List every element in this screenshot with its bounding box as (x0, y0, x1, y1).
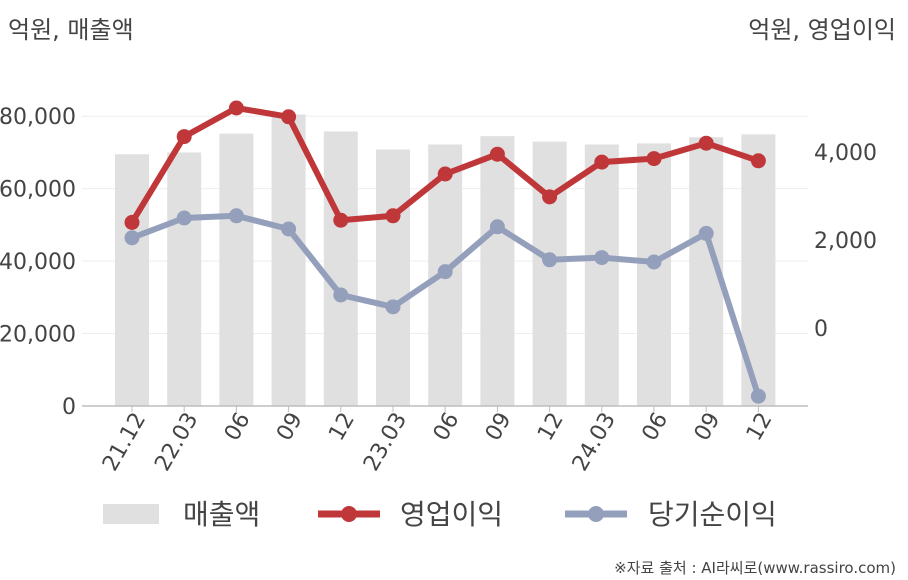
x-tick-label: 09 (272, 409, 308, 446)
left-tick-label: 40,000 (0, 250, 76, 275)
x-tick-label: 23.03 (359, 409, 412, 476)
net-income-point (698, 225, 714, 241)
x-tick-label: 06 (638, 409, 674, 446)
right-tick-label: 0 (814, 317, 828, 342)
right-axis-ticks: 0 2,000 4,000 (814, 141, 877, 342)
net-income-point (437, 264, 453, 280)
legend-marker-net-income (588, 506, 604, 522)
revenue-bar (323, 131, 358, 407)
net-income-point (124, 230, 140, 246)
left-axis-ticks: 0 20,000 40,000 60,000 80,000 (0, 105, 76, 420)
x-tick-label: 12 (324, 409, 360, 446)
operating-profit-point (124, 214, 140, 230)
x-tick-label: 09 (481, 409, 517, 446)
operating-profit-point (750, 153, 766, 169)
net-income-point (542, 252, 558, 268)
operating-profit-point (646, 151, 662, 167)
revenue-bar (584, 144, 619, 406)
net-income-point (333, 287, 349, 303)
revenue-bars (115, 114, 776, 407)
legend-label-operating-profit: 영업이익 (400, 498, 503, 531)
legend-label-revenue: 매출액 (183, 498, 260, 531)
operating-profit-point (489, 146, 505, 162)
operating-profit-point (698, 135, 714, 151)
operating-profit-point (228, 100, 244, 116)
x-axis-ticks: 21.12 22.03 06 09 12 23.03 06 09 12 24.03 06 09 12 (98, 406, 778, 476)
x-tick-label: 22.03 (150, 409, 203, 476)
profit-lines (124, 100, 766, 404)
operating-profit-point (281, 109, 297, 125)
left-tick-label: 60,000 (0, 178, 76, 203)
source-note: ※자료 출처 : AI라씨로(www.rassiro.com) (614, 559, 896, 577)
legend-label-net-income: 당기순이익 (648, 498, 777, 531)
x-tick-label: 21.12 (98, 409, 151, 476)
right-tick-label: 4,000 (814, 141, 877, 166)
revenue-bar (219, 133, 254, 406)
operating-profit-point (333, 212, 349, 228)
legend-marker-operating-profit (341, 506, 357, 522)
revenue-bar (376, 149, 410, 406)
x-tick-label: 06 (220, 409, 256, 446)
right-axis-unit-label: 억원, 영업이익 (748, 16, 896, 44)
left-tick-label: 80,000 (0, 105, 76, 130)
operating-profit-point (176, 129, 192, 145)
x-tick-label: 12 (742, 409, 778, 446)
left-tick-label: 0 (62, 395, 76, 420)
net-income-point (750, 388, 766, 404)
net-income-point (385, 299, 401, 315)
left-axis-unit-label: 억원, 매출액 (8, 16, 134, 44)
x-tick-label: 09 (690, 409, 726, 446)
revenue-bar (532, 141, 567, 407)
revenue-bar (271, 114, 306, 407)
net-income-point (281, 221, 297, 237)
revenue-bar (480, 136, 515, 406)
operating-profit-point (385, 208, 401, 224)
operating-profit-point (542, 189, 558, 205)
x-tick-label: 24.03 (568, 409, 621, 476)
net-income-point (646, 254, 662, 270)
x-tick-label: 12 (533, 409, 569, 446)
net-income-point (594, 250, 610, 266)
revenue-bar (637, 143, 671, 406)
revenue-bar (167, 152, 202, 406)
left-tick-label: 20,000 (0, 323, 76, 348)
legend: 매출액 영업이익 당기순이익 (103, 498, 777, 531)
x-tick-label: 06 (429, 409, 465, 446)
net-income-point (489, 219, 505, 235)
right-tick-label: 2,000 (814, 229, 877, 254)
operating-profit-point (594, 154, 610, 170)
revenue-bar (115, 154, 149, 406)
net-income-point (176, 210, 192, 226)
legend-swatch-revenue (103, 504, 159, 524)
operating-profit-point (437, 166, 453, 182)
net-income-point (228, 208, 244, 224)
